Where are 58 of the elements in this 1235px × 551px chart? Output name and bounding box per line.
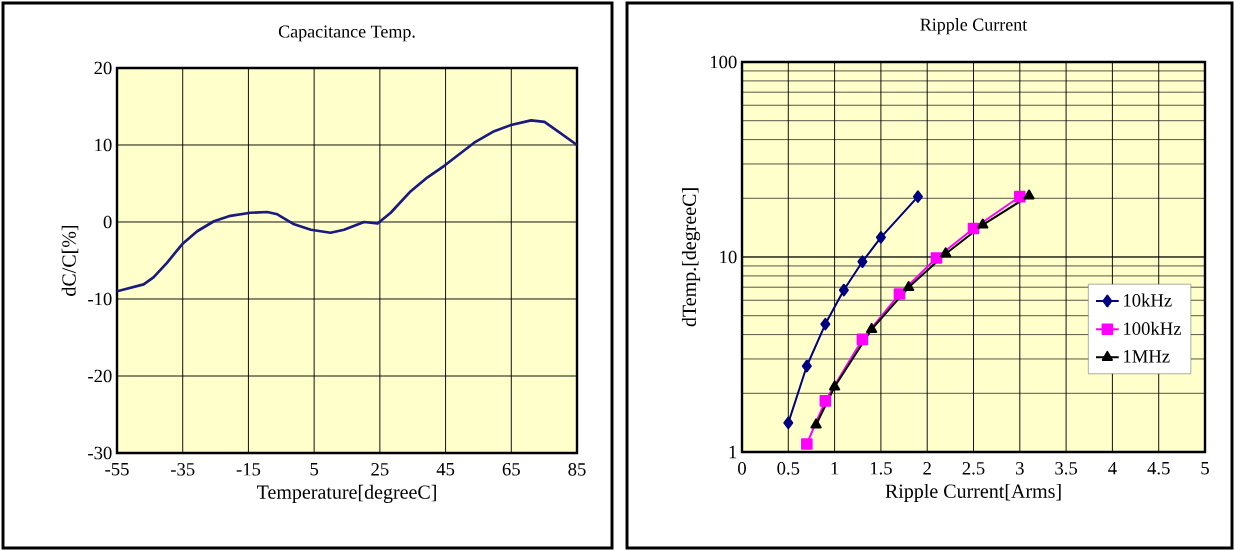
point (866, 322, 878, 333)
point (810, 418, 822, 429)
x-tick-label: 0 (738, 462, 746, 475)
point (930, 252, 943, 264)
x-tick-label: 45 (436, 463, 455, 476)
point (940, 247, 952, 258)
point (893, 288, 906, 300)
x-tick-label: 5 (310, 463, 319, 476)
chart-title: Capacitance Temp. (278, 25, 415, 42)
line-series (117, 119, 578, 293)
x-tick-label: 1.5 (870, 462, 892, 475)
x-tick-label: 3 (1016, 462, 1024, 475)
x-tick-label: 2.5 (962, 462, 985, 475)
x-tick-label: 25 (371, 463, 389, 476)
x-tick-label: 4.5 (1147, 462, 1170, 475)
legend-label: 1MHz (1124, 350, 1170, 363)
y-tick-label: 10 (720, 250, 737, 264)
y-tick-label: -30 (88, 446, 112, 460)
x-tick-label: 2 (923, 462, 931, 475)
point (801, 359, 812, 373)
point (912, 190, 923, 203)
x-tick-label: 3.5 (1055, 462, 1078, 475)
point (903, 281, 915, 291)
point (783, 416, 794, 430)
point (801, 438, 813, 450)
y-tick-label: -20 (88, 369, 112, 383)
chart-title: Ripple Current (920, 18, 1028, 35)
x-axis-title: Temperature[degreeC] (257, 484, 436, 503)
x-tick-label: -55 (105, 463, 129, 476)
point (1014, 190, 1026, 203)
x-tick-label: 85 (568, 463, 586, 476)
x-tick-label: -35 (170, 463, 195, 476)
point (856, 333, 869, 346)
point (857, 255, 868, 269)
point (977, 218, 989, 229)
x-tick-label: 0.5 (777, 462, 800, 475)
y-axis-title: dC/C[%] (61, 225, 79, 296)
x-tick-label: 65 (502, 463, 520, 476)
y-tick-label: 100 (710, 55, 737, 69)
x-tick-label: 1 (831, 462, 839, 475)
y-tick-label: -10 (88, 292, 112, 306)
point (819, 395, 832, 407)
point (1023, 189, 1035, 200)
y-tick-label: 0 (103, 215, 112, 229)
point (875, 231, 886, 244)
y-axis-title: dTemp.[degreeC] (681, 188, 701, 327)
x-tick-label: 5 (1201, 462, 1209, 475)
x-axis-title: Ripple Current[Arms] (885, 483, 1061, 503)
y-tick-label: 20 (94, 61, 112, 75)
legend-label: 100kHz (1124, 321, 1181, 335)
point (838, 283, 849, 297)
point (820, 317, 831, 331)
y-tick-label: 10 (95, 138, 112, 152)
x-tick-label: 4 (1108, 462, 1117, 475)
legend-label: 10kHz (1124, 293, 1172, 307)
y-tick-label: 1 (729, 445, 737, 459)
x-tick-label: -15 (236, 463, 261, 476)
point (828, 380, 841, 391)
